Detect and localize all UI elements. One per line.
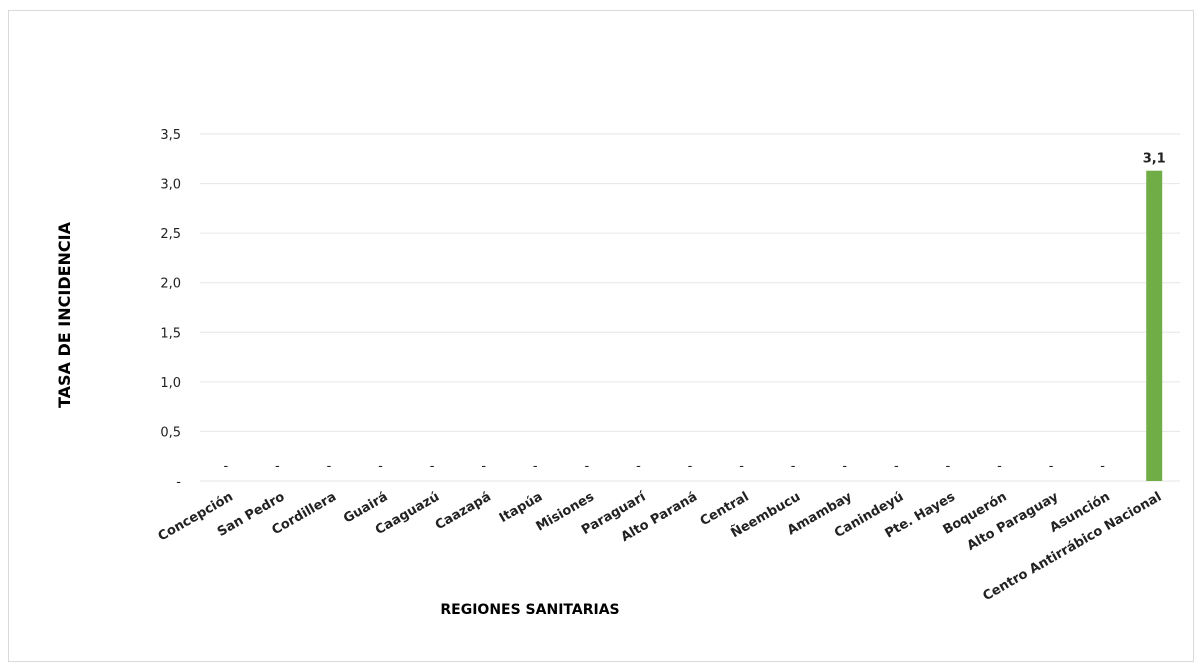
data-label: - xyxy=(894,459,899,474)
y-tick-label: 3,0 xyxy=(160,178,181,193)
data-labels: - - - - - - - - - - - - - - - - - - 3,1 xyxy=(223,152,1165,474)
data-label: - xyxy=(636,459,641,474)
y-axis-title: TASA DE INCIDENCIA xyxy=(55,221,74,408)
y-tick-label: 0,5 xyxy=(160,425,181,440)
data-label: - xyxy=(739,459,744,474)
data-label: 3,1 xyxy=(1143,152,1166,167)
data-label: - xyxy=(327,459,332,474)
data-label: - xyxy=(378,459,383,474)
data-label: - xyxy=(481,459,486,474)
y-tick-label: 1,0 xyxy=(160,376,181,391)
data-label: - xyxy=(584,459,589,474)
data-label: - xyxy=(946,459,951,474)
data-label: - xyxy=(1100,459,1105,474)
category-label: Caazapá xyxy=(433,489,494,533)
y-tick-label: 2,0 xyxy=(160,277,181,292)
bar xyxy=(1146,170,1163,481)
y-tick-label: 1,5 xyxy=(160,326,181,341)
data-label: - xyxy=(688,459,693,474)
data-label: - xyxy=(997,459,1002,474)
y-tick-label: 2,5 xyxy=(160,227,181,242)
chart-frame xyxy=(8,10,1194,662)
category-label: Alto Paraguay xyxy=(965,489,1062,554)
bars xyxy=(1146,170,1163,481)
data-label: - xyxy=(791,459,796,474)
x-axis-title: REGIONES SANITARIAS xyxy=(440,602,619,618)
y-axis-ticks: - 0,5 1,0 1,5 2,0 2,5 3,0 3,5 xyxy=(160,128,181,490)
y-tick-label: - xyxy=(176,475,181,490)
category-label: Centro Antirrábico Nacional xyxy=(981,489,1165,604)
data-label: - xyxy=(1049,459,1054,474)
data-label: - xyxy=(275,459,280,474)
y-tick-label: 3,5 xyxy=(160,128,181,143)
gridlines xyxy=(200,133,1180,482)
data-label: - xyxy=(842,459,847,474)
data-label: - xyxy=(430,459,435,474)
data-label: - xyxy=(223,459,228,474)
data-label: - xyxy=(533,459,538,474)
